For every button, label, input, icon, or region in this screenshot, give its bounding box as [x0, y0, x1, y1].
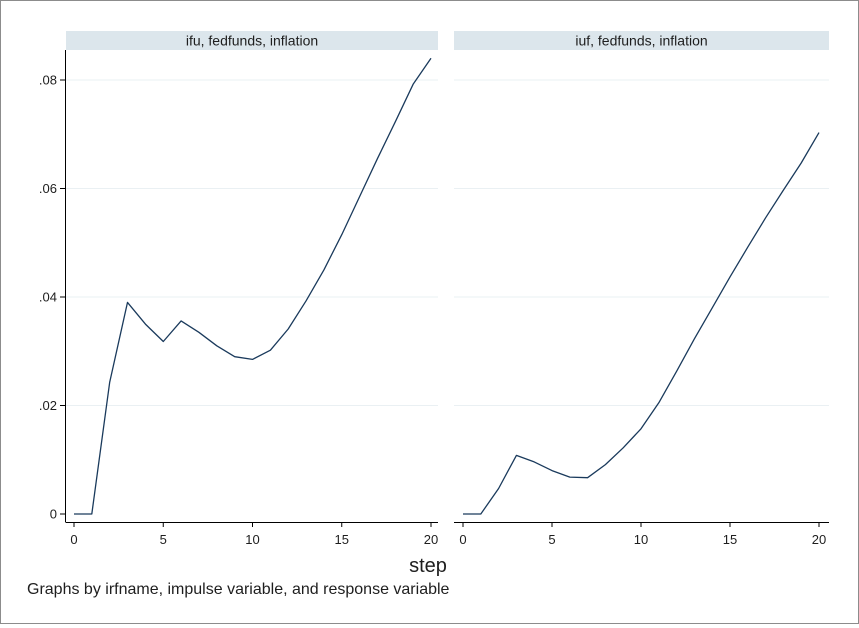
x-tick-label: 5	[548, 532, 555, 547]
panel-title: iuf, fedfunds, inflation	[575, 33, 707, 49]
series-line	[463, 132, 820, 515]
x-tick-label: 10	[634, 532, 648, 547]
y-tick-label: 0	[50, 507, 57, 522]
x-axis-label: step	[409, 555, 447, 577]
panel-title-strip	[454, 31, 829, 50]
x-tick-label: 15	[335, 532, 349, 547]
y-tick-label: .02	[39, 398, 57, 413]
y-tick-label: .08	[39, 73, 57, 88]
panel-title-strip	[66, 31, 438, 50]
y-tick-label: .04	[39, 290, 57, 305]
x-tick-label: 20	[812, 532, 826, 547]
panel-2: iuf, fedfunds, inflation 0 5 10 15 20	[454, 31, 829, 547]
x-tick-label: 0	[70, 532, 77, 547]
panel-title: ifu, fedfunds, inflation	[186, 33, 318, 49]
y-tick-label: .06	[39, 181, 57, 196]
x-tick-label: 20	[424, 532, 438, 547]
x-tick-label: 0	[459, 532, 466, 547]
x-tick-label: 15	[723, 532, 737, 547]
panel-1: ifu, fedfunds, inflation 0 5 10 15 20	[66, 31, 438, 547]
x-tick-label: 10	[245, 532, 259, 547]
series-line	[74, 57, 432, 515]
x-tick-label: 5	[160, 532, 167, 547]
graph-note: Graphs by irfname, impulse variable, and…	[27, 581, 450, 598]
